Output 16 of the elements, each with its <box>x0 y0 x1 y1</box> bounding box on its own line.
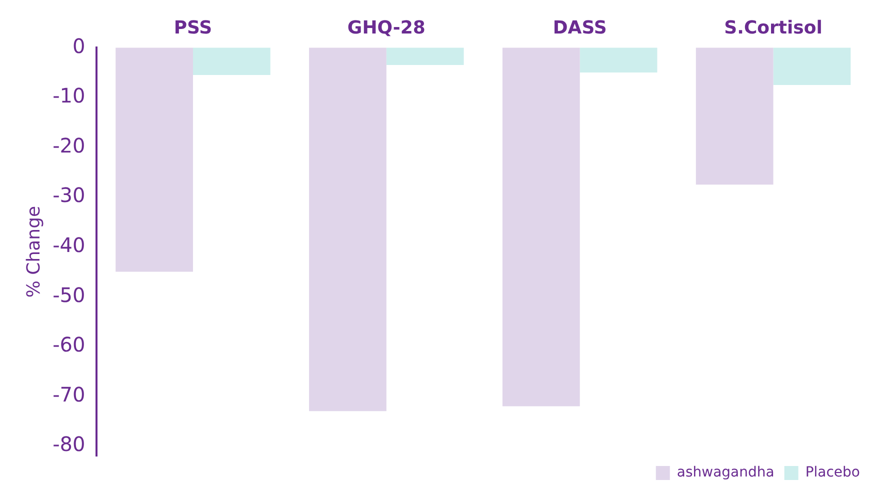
y-tick-label: -10 <box>52 84 86 108</box>
y-tick-label: -50 <box>52 282 86 307</box>
x-tick-label: DASS <box>552 17 607 38</box>
x-tick-label: PSS <box>174 17 212 38</box>
y-tick-label: -60 <box>52 332 86 357</box>
legend-label: Placebo <box>805 464 860 481</box>
x-tick-label: S.Cortisol <box>724 17 822 38</box>
legend-label: ashwagandha <box>676 464 774 481</box>
y-tick-label: -70 <box>52 382 86 406</box>
y-tick-label: -40 <box>52 233 86 258</box>
y-tick-label: -30 <box>52 183 86 208</box>
x-tick-label: GHQ-28 <box>347 17 426 38</box>
y-axis-title: % Change <box>23 206 44 298</box>
y-tick-label: -80 <box>52 432 86 456</box>
y-tick-label: -20 <box>52 133 86 158</box>
y-tick-label: 0 <box>72 34 86 58</box>
